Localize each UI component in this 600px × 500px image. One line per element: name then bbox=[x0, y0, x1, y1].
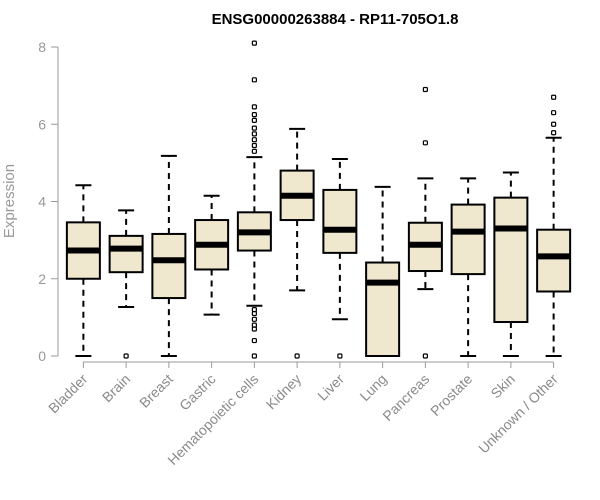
chart-title: ENSG00000263884 - RP11-705O1.8 bbox=[212, 11, 459, 28]
box-series bbox=[65, 40, 572, 359]
outlier-point bbox=[251, 142, 257, 149]
x-tick-label: Skin bbox=[487, 371, 518, 402]
y-tick-label: 8 bbox=[38, 39, 46, 55]
box bbox=[151, 232, 187, 300]
outlier-point bbox=[251, 353, 257, 359]
x-tick-label: Liver bbox=[314, 371, 347, 404]
outlier-point bbox=[551, 94, 557, 100]
y-tick-label: 4 bbox=[38, 194, 46, 210]
box-group bbox=[194, 194, 230, 316]
box-group bbox=[108, 209, 144, 359]
outlier-point bbox=[422, 86, 428, 93]
y-tick-label: 0 bbox=[38, 348, 46, 364]
outlier-point bbox=[251, 104, 257, 110]
box bbox=[536, 228, 572, 293]
y-axis: 0 2 4 6 8 bbox=[38, 39, 59, 364]
box-group bbox=[279, 127, 315, 359]
outlier-point bbox=[551, 110, 557, 116]
outlier-point bbox=[251, 137, 257, 143]
outlier-point bbox=[251, 125, 257, 131]
x-tick-label: Kidney bbox=[263, 371, 305, 413]
outlier-point bbox=[251, 307, 257, 313]
y-tick-label: 6 bbox=[38, 116, 46, 132]
box-group bbox=[450, 177, 486, 357]
box bbox=[493, 196, 529, 324]
x-tick-label: Bladder bbox=[45, 371, 91, 417]
box-group bbox=[493, 171, 529, 357]
outlier-point bbox=[251, 148, 257, 154]
box bbox=[450, 203, 486, 276]
outlier-point bbox=[551, 130, 557, 136]
outlier-point bbox=[294, 353, 300, 359]
outlier-point bbox=[251, 131, 257, 137]
x-tick-label: Gastric bbox=[176, 371, 219, 414]
outlier-point bbox=[422, 140, 428, 146]
outlier-point bbox=[551, 121, 557, 127]
box-group bbox=[322, 158, 358, 359]
x-tick-label: Lung bbox=[356, 371, 389, 404]
x-tick-label: Breast bbox=[136, 371, 176, 411]
outlier-point bbox=[251, 40, 257, 46]
box bbox=[322, 188, 358, 254]
y-tick-label: 2 bbox=[38, 271, 46, 287]
outlier-point bbox=[251, 316, 257, 322]
outlier-point bbox=[123, 353, 129, 359]
x-tick-label: Unknown / Other bbox=[475, 371, 561, 457]
outlier-point bbox=[422, 353, 428, 359]
box-group bbox=[65, 184, 101, 357]
box-group bbox=[407, 86, 443, 359]
outlier-point bbox=[251, 117, 257, 123]
x-tick-label: Prostate bbox=[427, 371, 475, 419]
x-tick-label: Brain bbox=[99, 371, 133, 405]
outlier-point bbox=[251, 322, 257, 328]
x-tick-label: Pancreas bbox=[379, 371, 432, 424]
outlier-point bbox=[337, 353, 343, 359]
outlier-point bbox=[251, 77, 257, 83]
box-group bbox=[365, 185, 401, 357]
box-group bbox=[536, 94, 572, 357]
outlier-point bbox=[251, 111, 257, 118]
y-axis-label: Expression bbox=[1, 164, 18, 238]
outlier-point bbox=[251, 337, 257, 344]
box-group bbox=[151, 154, 187, 357]
box bbox=[365, 261, 401, 357]
box bbox=[108, 234, 144, 274]
box-group bbox=[236, 40, 272, 359]
